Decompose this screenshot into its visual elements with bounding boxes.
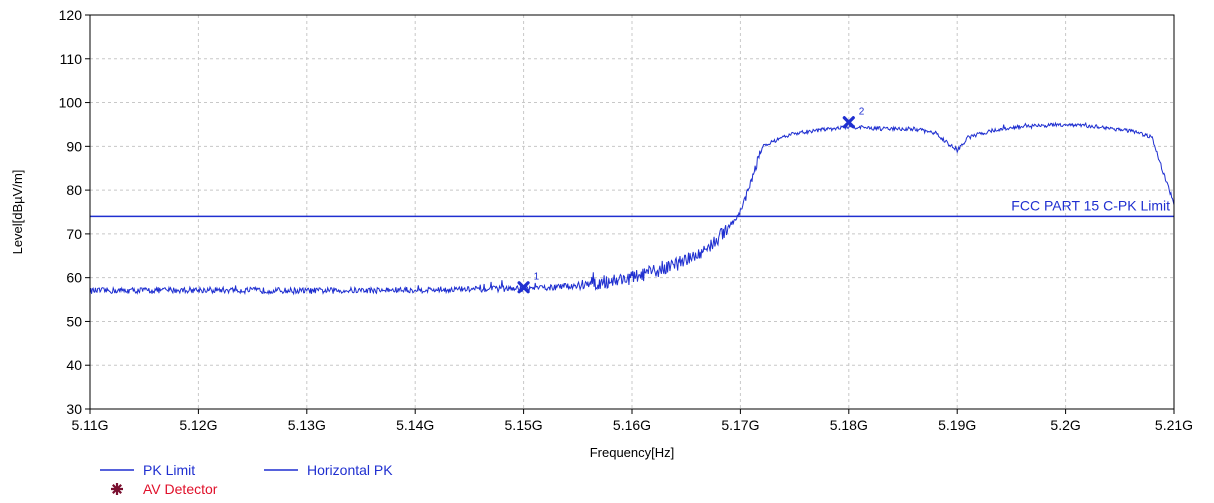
legend-item: AV Detector xyxy=(111,481,218,497)
y-tick-label: 100 xyxy=(59,95,83,111)
marker-label: 1 xyxy=(534,271,540,282)
x-tick-label: 5.2G xyxy=(1050,417,1080,433)
y-tick-label: 90 xyxy=(66,138,82,154)
series-horizontal-pk-line xyxy=(90,121,1174,296)
y-tick-label: 110 xyxy=(60,51,83,67)
y-tick-label: 50 xyxy=(66,313,82,329)
y-tick-label: 70 xyxy=(66,226,82,242)
series-layer xyxy=(90,121,1174,296)
x-tick-label: 5.12G xyxy=(179,417,217,433)
grid xyxy=(90,15,1174,409)
limit-line-annotation: FCC PART 15 C-PK Limit xyxy=(1011,197,1170,213)
x-axis-ticks: 5.11G 5.12G 5.13G 5.14G 5.15G 5.16G 5.17G 5.18G… xyxy=(71,409,1193,433)
x-tick-label: 5.19G xyxy=(938,417,976,433)
y-tick-label: 80 xyxy=(66,182,82,198)
marker-layer: 12 xyxy=(517,106,865,294)
x-tick-label: 5.13G xyxy=(288,417,326,433)
legend-label: Horizontal PK xyxy=(307,462,393,478)
marker-label: 2 xyxy=(859,106,865,117)
y-axis-label: Level[dBµV/m] xyxy=(10,170,25,255)
plot-frame xyxy=(89,14,1175,410)
legend-item: Horizontal PK xyxy=(264,462,393,478)
x-tick-label: 5.15G xyxy=(505,417,543,433)
legend-label: PK Limit xyxy=(143,462,195,478)
legend-label: AV Detector xyxy=(143,481,218,497)
marker-cross-icon xyxy=(517,281,530,294)
x-tick-label: 5.21G xyxy=(1155,417,1193,433)
x-tick-label: 5.11G xyxy=(71,417,108,433)
x-tick-label: 5.16G xyxy=(613,417,651,433)
star-burst-icon xyxy=(111,483,123,495)
y-tick-label: 120 xyxy=(59,7,83,23)
x-tick-label: 5.14G xyxy=(396,417,434,433)
legend: PK Limit Horizontal PK AV Detector xyxy=(100,462,393,497)
x-tick-label: 5.18G xyxy=(830,417,868,433)
y-tick-label: 30 xyxy=(66,401,82,417)
annotation-layer: FCC PART 15 C-PK Limit xyxy=(1011,197,1170,213)
marker-1: 1 xyxy=(517,271,540,294)
x-tick-label: 5.17G xyxy=(721,417,759,433)
x-axis-label: Frequency[Hz] xyxy=(590,445,675,460)
y-tick-label: 60 xyxy=(66,270,82,286)
marker-2: 2 xyxy=(842,106,865,129)
legend-item: PK Limit xyxy=(100,462,195,478)
y-tick-label: 40 xyxy=(66,357,82,373)
marker-cross-icon xyxy=(842,116,855,129)
y-axis-ticks: 30 40 50 60 70 80 90 100 110 120 xyxy=(59,7,90,417)
